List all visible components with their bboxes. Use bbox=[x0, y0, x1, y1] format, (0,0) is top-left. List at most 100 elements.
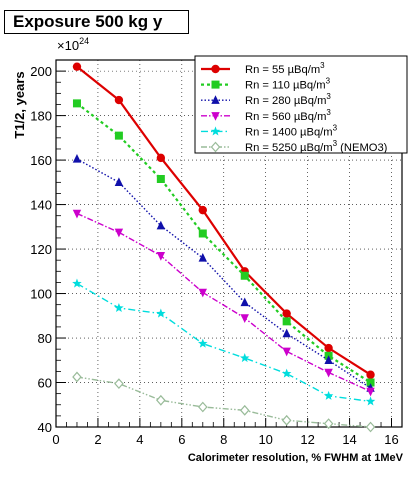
data-point bbox=[366, 370, 375, 379]
y-tick-label: 120 bbox=[30, 242, 52, 257]
data-point bbox=[72, 209, 82, 219]
legend-label: Rn = 1400 µBq/m3 bbox=[245, 123, 338, 138]
y-exponent-label: ×1024 bbox=[57, 36, 89, 53]
data-point bbox=[282, 347, 291, 357]
legend-marker bbox=[211, 112, 220, 121]
x-tick-label: 10 bbox=[258, 432, 272, 447]
legend-marker bbox=[211, 64, 220, 74]
x-tick-label: 16 bbox=[384, 432, 398, 447]
x-tick-label: 6 bbox=[178, 432, 185, 447]
legend-entry: Rn = 560 µBq/m3 bbox=[201, 108, 331, 123]
data-point bbox=[114, 303, 124, 313]
data-point bbox=[240, 271, 249, 280]
data-point bbox=[366, 387, 375, 397]
data-point bbox=[72, 371, 82, 383]
data-point bbox=[240, 297, 249, 307]
series-line bbox=[76, 158, 371, 389]
data-point bbox=[72, 278, 82, 288]
legend-box bbox=[194, 55, 408, 154]
data-point bbox=[281, 368, 292, 378]
data-point bbox=[323, 390, 334, 400]
data-point bbox=[282, 328, 291, 338]
legend-label: Rn = 5250 µBq/m3 (NEMO3) bbox=[245, 139, 388, 154]
data-point bbox=[114, 378, 124, 390]
y-tick-label: 100 bbox=[30, 287, 52, 302]
data-point bbox=[198, 205, 207, 215]
series-line bbox=[76, 102, 372, 384]
x-axis: 0 2 4 6 8 10 12 14 16 bbox=[52, 418, 399, 447]
data-point bbox=[324, 355, 333, 364]
data-point bbox=[114, 131, 123, 140]
data-point bbox=[324, 368, 333, 378]
series-lines bbox=[72, 62, 376, 433]
data-point bbox=[324, 343, 333, 353]
data-point bbox=[114, 228, 124, 238]
legend-label: Rn = 110 µBq/m3 bbox=[245, 77, 331, 92]
data-point bbox=[282, 317, 291, 326]
series-line bbox=[76, 282, 371, 403]
series-1 bbox=[72, 62, 375, 379]
data-point bbox=[156, 153, 166, 163]
legend-label: Rn = 560 µBq/m3 bbox=[245, 108, 331, 123]
series-3 bbox=[72, 153, 375, 392]
data-point bbox=[114, 95, 124, 105]
series-5 bbox=[72, 278, 376, 406]
legend-marker bbox=[211, 95, 220, 104]
data-point bbox=[156, 394, 166, 406]
y-tick-label: 160 bbox=[30, 153, 52, 168]
y-tick-label: 180 bbox=[30, 109, 52, 124]
x-tick-label: 14 bbox=[342, 432, 356, 447]
data-point bbox=[198, 288, 207, 298]
data-point bbox=[156, 252, 166, 261]
y-axis: 40 60 80 100 120 140 160 180 200 bbox=[30, 64, 66, 435]
legend-entry: Rn = 1400 µBq/m3 bbox=[201, 123, 338, 138]
data-point bbox=[239, 353, 250, 363]
data-point bbox=[72, 99, 81, 108]
x-axis-label: Calorimeter resolution, % FWHM at 1MeV bbox=[188, 452, 404, 464]
data-point bbox=[114, 177, 124, 187]
legend-entry: Rn = 110 µBq/m3 bbox=[201, 77, 331, 92]
data-point bbox=[365, 396, 376, 406]
data-point bbox=[198, 338, 208, 348]
legend-label: Rn = 280 µBq/m3 bbox=[245, 92, 331, 107]
y-tick-label: 40 bbox=[38, 420, 52, 435]
y-tick-label: 140 bbox=[30, 198, 52, 213]
data-point bbox=[156, 174, 165, 183]
data-point bbox=[365, 421, 376, 433]
data-point bbox=[72, 153, 82, 163]
y-axis-label: T1/2, years bbox=[12, 71, 27, 138]
data-point bbox=[198, 252, 207, 262]
data-point bbox=[72, 62, 82, 71]
y-tick-label: 200 bbox=[30, 64, 52, 79]
legend-entry: Rn = 5250 µBq/m3 (NEMO3) bbox=[201, 139, 388, 154]
data-point bbox=[281, 414, 292, 426]
data-point bbox=[366, 378, 375, 387]
data-point bbox=[156, 220, 166, 230]
series-line bbox=[76, 376, 371, 428]
y-tick-label: 60 bbox=[38, 376, 52, 391]
data-point bbox=[323, 418, 334, 430]
y-tick-label: 80 bbox=[38, 331, 52, 346]
x-tick-label: 4 bbox=[136, 432, 143, 447]
x-tick-label: 0 bbox=[52, 432, 59, 447]
x-tick-label: 2 bbox=[94, 432, 101, 447]
legend-marker bbox=[210, 141, 221, 153]
data-point bbox=[240, 314, 249, 324]
legend-label: Rn = 55 µBq/m3 bbox=[245, 61, 325, 76]
x-tick-label: 12 bbox=[300, 432, 314, 447]
data-point bbox=[197, 401, 208, 413]
series-line bbox=[76, 212, 371, 393]
series-6 bbox=[72, 371, 376, 433]
series-4 bbox=[72, 209, 375, 397]
data-point bbox=[239, 404, 250, 416]
legend-entry: Rn = 280 µBq/m3 bbox=[201, 92, 331, 107]
x-tick-label: 8 bbox=[220, 432, 227, 447]
legend-entry: Rn = 55 µBq/m3 bbox=[201, 61, 325, 76]
series-line bbox=[76, 65, 372, 376]
data-point bbox=[282, 309, 291, 318]
legend-marker bbox=[211, 80, 220, 89]
data-point bbox=[156, 308, 166, 318]
chart-title: Exposure 500 kg y bbox=[4, 10, 189, 34]
